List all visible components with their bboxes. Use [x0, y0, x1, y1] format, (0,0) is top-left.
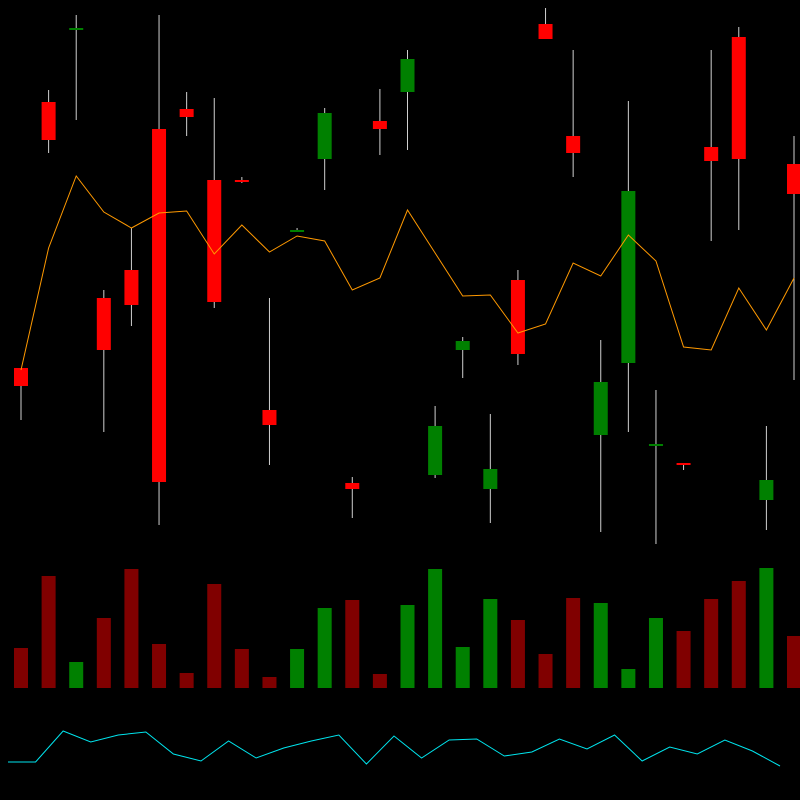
candle-body	[538, 24, 553, 39]
volume-bar	[593, 603, 608, 688]
volume-bar	[345, 600, 360, 688]
volume-bar	[262, 677, 277, 688]
candle-body	[510, 280, 525, 354]
candle-body	[290, 230, 305, 232]
volume-bar	[455, 647, 470, 688]
volume-bar	[400, 605, 415, 688]
candle-body	[621, 191, 636, 363]
volume-bar	[41, 576, 56, 688]
indicator-line	[8, 730, 781, 767]
candle-body	[372, 121, 387, 129]
volume-bar	[787, 636, 800, 688]
volume-bar	[234, 649, 249, 688]
volume-bar	[538, 654, 553, 688]
volume-bar	[14, 648, 28, 688]
volume-bar	[124, 569, 139, 688]
volume-bar	[510, 620, 525, 688]
volume-bar	[290, 649, 305, 688]
candle-body	[234, 180, 249, 182]
volume-bar	[372, 674, 387, 688]
candle-body	[69, 28, 84, 30]
volume-bar	[152, 644, 167, 688]
volume-bar	[96, 618, 111, 688]
candle-body	[704, 147, 719, 161]
candle-body	[731, 37, 746, 159]
candle-body	[262, 410, 277, 425]
candle-body	[400, 59, 415, 92]
candle-body	[787, 164, 800, 194]
volume-bar	[676, 631, 691, 688]
candle-body	[676, 463, 691, 465]
candle-body	[124, 270, 139, 305]
candle-body	[428, 426, 443, 475]
volume-bar	[207, 584, 222, 688]
candle-body	[483, 469, 498, 489]
volume-bar	[621, 669, 636, 688]
candle-body	[152, 129, 167, 482]
volume-bar	[317, 608, 332, 688]
candle-body	[207, 180, 222, 302]
candle-body	[593, 382, 608, 435]
candle-body	[41, 102, 56, 140]
volume-bar	[428, 569, 443, 688]
moving-average-line	[20, 174, 795, 371]
candle-body	[179, 109, 194, 117]
volume-bar	[69, 662, 84, 688]
volume-bar	[759, 568, 774, 688]
candle-body	[759, 480, 774, 500]
candle-body	[455, 341, 470, 350]
candle-body	[345, 483, 360, 489]
candle-body	[566, 136, 581, 153]
volume-bar	[566, 598, 581, 688]
volume-bar	[648, 618, 663, 688]
volume-bar	[483, 599, 498, 688]
volume-bar	[179, 673, 194, 688]
volume-bar	[704, 599, 719, 688]
candle-body	[96, 298, 111, 350]
candle-body	[317, 113, 332, 159]
candle-body	[648, 444, 663, 446]
candle-body	[14, 368, 28, 386]
volume-bar	[731, 581, 746, 688]
